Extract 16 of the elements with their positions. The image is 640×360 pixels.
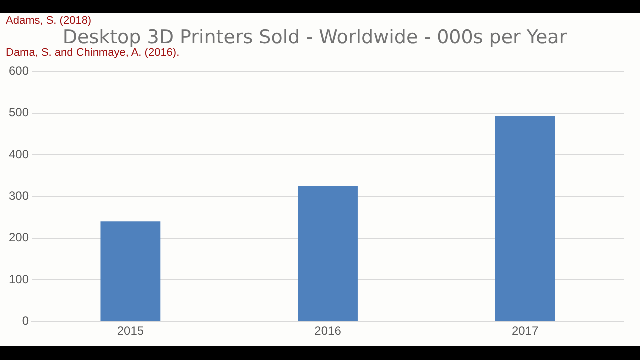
bar bbox=[100, 222, 161, 322]
y-tick-label: 600 bbox=[8, 64, 30, 78]
y-tick-label: 300 bbox=[8, 189, 30, 204]
x-tick-label: 2016 bbox=[314, 324, 342, 338]
text: Adams, S. (2018) bbox=[6, 15, 92, 27]
x-tick-label: 2015 bbox=[117, 324, 144, 338]
x-tick-label: 2017 bbox=[512, 324, 540, 338]
y-tick-label: 500 bbox=[8, 106, 30, 120]
y-tick-label: 400 bbox=[8, 147, 30, 162]
chart-title: Desktop 3D Printers Sold - Worldwide - 000s per Year bbox=[62, 26, 568, 48]
y-tick-label: 200 bbox=[8, 230, 30, 245]
y-tick-label: 0 bbox=[22, 314, 30, 328]
bar bbox=[298, 186, 358, 322]
y-tick-label: 100 bbox=[8, 272, 30, 286]
text: Dama, S. and Chinmaye, A. (2016). bbox=[6, 47, 180, 59]
bar bbox=[495, 116, 556, 322]
